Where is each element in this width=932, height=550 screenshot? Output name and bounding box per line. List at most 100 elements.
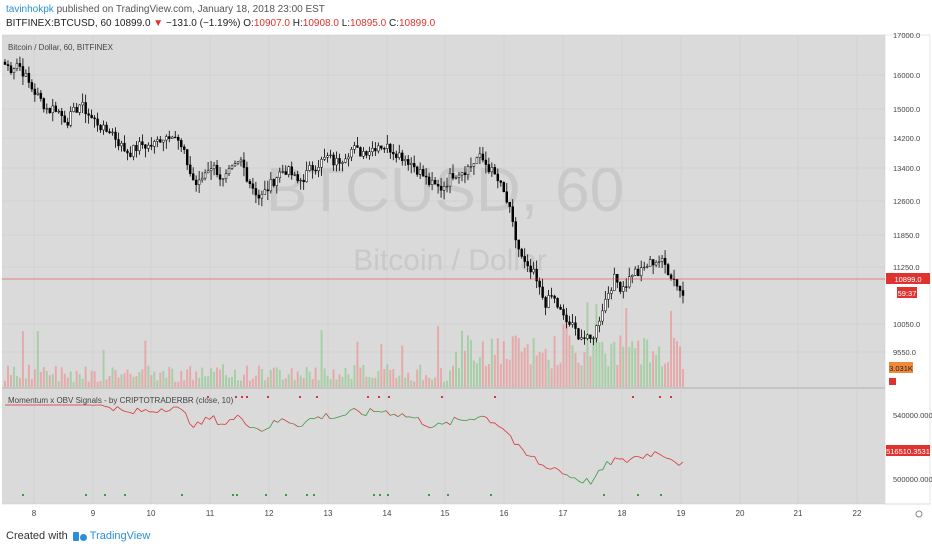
- indicator-segment: [426, 425, 431, 429]
- candle-body: [389, 143, 392, 153]
- volume-bar: [466, 335, 469, 387]
- candle-body: [377, 145, 380, 152]
- candle-body: [51, 105, 55, 113]
- indicator-segment: [257, 428, 262, 432]
- buy-signal-dot: [85, 494, 87, 496]
- sell-signal-dot: [235, 396, 237, 398]
- indicator-segment: [414, 417, 419, 419]
- indicator-segment: [626, 458, 632, 463]
- indicator-segment: [193, 421, 198, 428]
- volume-bar: [410, 380, 413, 387]
- volume-bar: [287, 374, 290, 387]
- indicator-pane[interactable]: [2, 388, 885, 504]
- candle-body: [398, 152, 401, 158]
- volume-bar: [135, 376, 138, 387]
- indicator-segment: [614, 457, 619, 460]
- indicator-segment: [305, 418, 311, 423]
- candle-body: [206, 170, 210, 174]
- candle-body: [144, 144, 147, 149]
- candle-body: [526, 261, 529, 267]
- time-tick: 18: [618, 509, 627, 518]
- volume-bar: [192, 379, 195, 387]
- volume-bar: [126, 369, 129, 387]
- candle-body: [251, 183, 255, 189]
- volume-bar: [643, 337, 646, 387]
- indicator-segment: [241, 418, 247, 425]
- candle-body: [242, 159, 246, 168]
- indicator-segment: [542, 464, 547, 469]
- candle-body: [326, 155, 329, 158]
- indicator-segment: [566, 474, 571, 479]
- volume-bar: [275, 367, 278, 387]
- candle-body: [472, 163, 476, 167]
- candle-body: [221, 178, 225, 180]
- volume-bar: [183, 380, 186, 387]
- volume-bar: [299, 375, 302, 387]
- author-link[interactable]: tavinhokpk: [6, 4, 54, 15]
- candle-body: [215, 164, 219, 175]
- volume-bar: [308, 371, 311, 387]
- candle-body: [454, 177, 458, 179]
- volume-bar: [661, 366, 664, 387]
- candle-body: [380, 145, 383, 149]
- candle-body: [260, 194, 264, 199]
- candle-body: [571, 322, 574, 325]
- publish-info: tavinhokpk published on TradingView.com,…: [6, 4, 325, 15]
- volume-bar: [60, 367, 63, 387]
- candle-body: [631, 275, 634, 277]
- sell-signal-dot: [494, 396, 496, 398]
- candle-body: [535, 268, 538, 282]
- volume-bar: [72, 381, 75, 387]
- indicator-segment: [201, 416, 206, 425]
- volume-bar: [162, 370, 165, 387]
- indicator-segment: [185, 412, 190, 424]
- candle-body: [69, 111, 72, 126]
- footer: Created with TradingView: [6, 530, 150, 542]
- candle-body: [580, 337, 583, 340]
- volume-bar: [213, 371, 216, 387]
- volume-bar: [538, 351, 541, 387]
- sell-signal-dot: [316, 396, 318, 398]
- indicator-segment: [137, 407, 142, 413]
- candle-body: [257, 194, 261, 199]
- candle-body: [302, 179, 305, 183]
- candle-body: [359, 147, 362, 157]
- candle-body: [583, 337, 586, 339]
- buy-signal-dot: [428, 494, 430, 496]
- volume-bar: [45, 371, 48, 387]
- price-chart[interactable]: BTCUSD, 60 Bitcoin / Dollar Bitcoin / Do…: [0, 33, 932, 523]
- volume-bar: [311, 378, 314, 387]
- volume-bar: [368, 376, 371, 387]
- candle-body: [102, 124, 105, 131]
- candle-body: [574, 322, 577, 329]
- volume-bar: [242, 374, 245, 387]
- main-pane[interactable]: [2, 35, 885, 388]
- volume-bar: [416, 369, 419, 387]
- candle-body: [589, 334, 592, 339]
- publish-date: published on TradingView.com, January 18…: [56, 4, 325, 15]
- volume-bar: [132, 376, 135, 387]
- candle-body: [547, 295, 550, 308]
- candle-body: [628, 276, 631, 288]
- signal-dots: [22, 396, 672, 496]
- tradingview-link[interactable]: TradingView: [72, 530, 150, 542]
- settings-icon[interactable]: [912, 509, 926, 519]
- sell-signal-dot: [207, 396, 209, 398]
- price-axis-labels: 17000.0 16000.0 15000.0 14200.0 13400.0 12600…: [893, 33, 920, 357]
- price-axis[interactable]: [884, 34, 931, 505]
- indicator-segment: [129, 411, 134, 415]
- price-change: −131.0 (−1.19%): [165, 18, 241, 29]
- volume-bar: [228, 377, 230, 387]
- candle-body: [338, 158, 341, 164]
- volume-bar: [81, 378, 84, 387]
- candle-body: [412, 162, 416, 168]
- volume-bar: [353, 365, 356, 387]
- candle-body: [421, 169, 425, 177]
- candle-body: [335, 158, 338, 166]
- indicator-segment: [630, 456, 636, 460]
- candle-body: [311, 165, 314, 171]
- candle-body: [481, 153, 485, 161]
- volume-bar: [338, 374, 341, 387]
- volume-bar: [147, 365, 150, 387]
- volume-bar: [658, 346, 661, 387]
